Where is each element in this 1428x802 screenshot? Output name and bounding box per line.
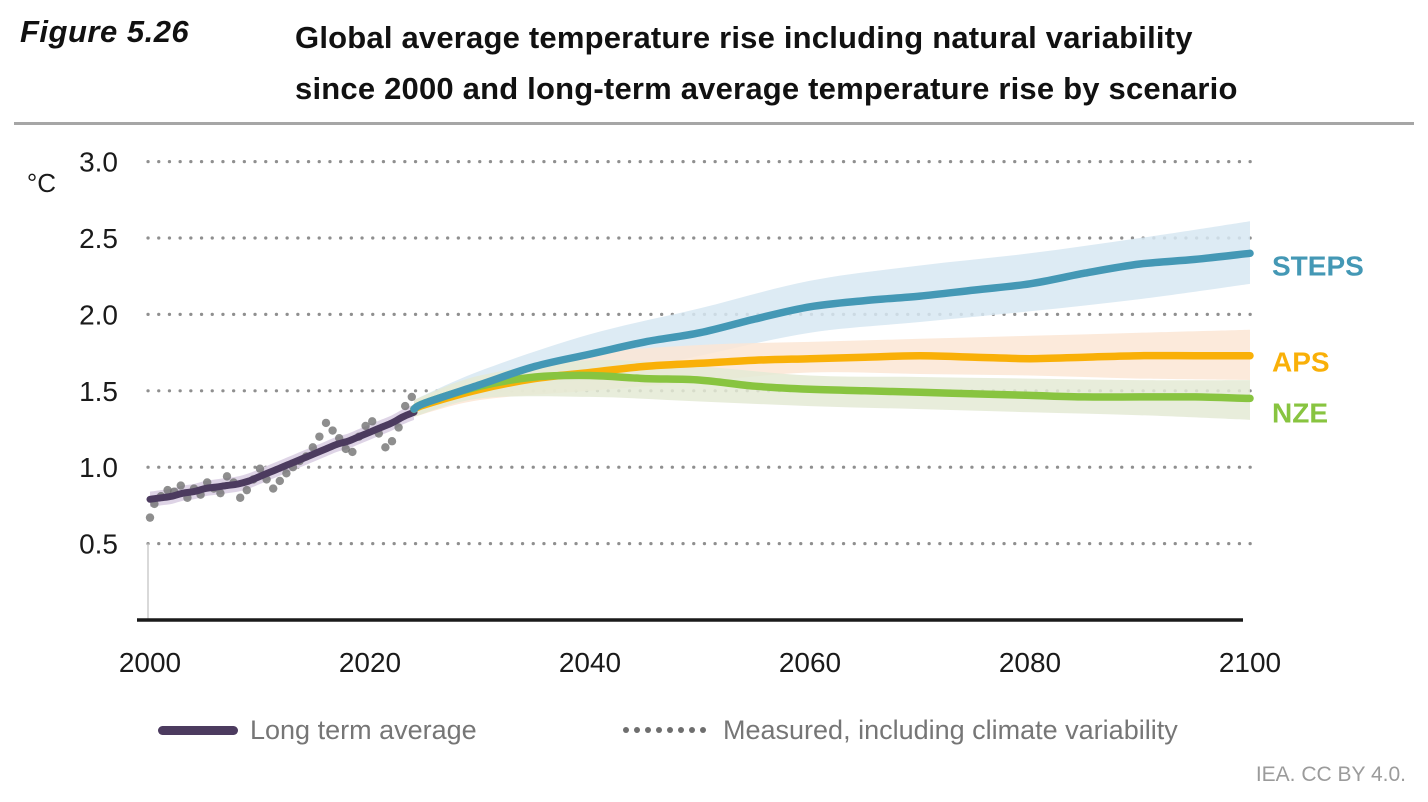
figure-title-line2: since 2000 and long-term average tempera… (295, 71, 1238, 106)
y-axis-labels: 0.5 1.0 1.5 2.0 2.5 3.0 °C (27, 147, 118, 560)
x-tick-label: 2060 (779, 647, 841, 678)
history-line (146, 408, 418, 503)
header-divider (14, 122, 1414, 125)
x-tick-label: 2000 (119, 647, 181, 678)
x-tick-label: 2080 (999, 647, 1061, 678)
measured-scatter (145, 392, 416, 522)
figure-number-label: Figure 5.26 (20, 14, 190, 49)
x-tick-label: 2040 (559, 647, 621, 678)
figure-title-line1: Global average temperature rise includin… (295, 20, 1193, 55)
y-tick-label: 0.5 (79, 529, 118, 560)
scenario-lines (410, 249, 1254, 413)
long-term-average-line (146, 408, 418, 503)
figure-title: Global average temperature rise includin… (295, 12, 1415, 114)
legend-item-long-term-average: Long term average (158, 706, 477, 754)
y-tick-label: 1.0 (79, 452, 118, 483)
legend-label-long-term-average: Long term average (250, 714, 477, 745)
history-band (150, 404, 414, 507)
y-tick-label: 3.0 (79, 147, 118, 178)
long-term-average-band (150, 404, 414, 507)
scenario-label-nze: NZE (1272, 397, 1328, 428)
x-tick-label: 2020 (339, 647, 401, 678)
x-tick-label: 2100 (1219, 647, 1281, 678)
y-axis-unit-label: °C (27, 168, 56, 198)
x-axis-labels: 2000 2020 2040 2060 2080 2100 (119, 647, 1281, 678)
legend-label-measured: Measured, including climate variability (723, 714, 1178, 745)
steps-line (410, 249, 1254, 413)
y-tick-label: 1.5 (79, 376, 118, 407)
aps-band (414, 329, 1250, 417)
legend-swatch-dots (623, 727, 711, 733)
license-credit: IEA. CC BY 4.0. (1255, 763, 1406, 786)
scenario-label-aps: APS (1272, 347, 1330, 378)
chart-legend: Long term average Measured, including cl… (0, 706, 1428, 754)
y-tick-label: 2.5 (79, 223, 118, 254)
scenario-labels: STEPS APS NZE (1272, 250, 1364, 428)
nze-line (410, 371, 1254, 413)
axes (137, 543, 1243, 622)
scenario-label-steps: STEPS (1272, 250, 1364, 281)
legend-item-measured: Measured, including climate variability (623, 706, 1178, 754)
y-tick-label: 2.0 (79, 299, 118, 330)
legend-swatch-line (158, 725, 238, 735)
